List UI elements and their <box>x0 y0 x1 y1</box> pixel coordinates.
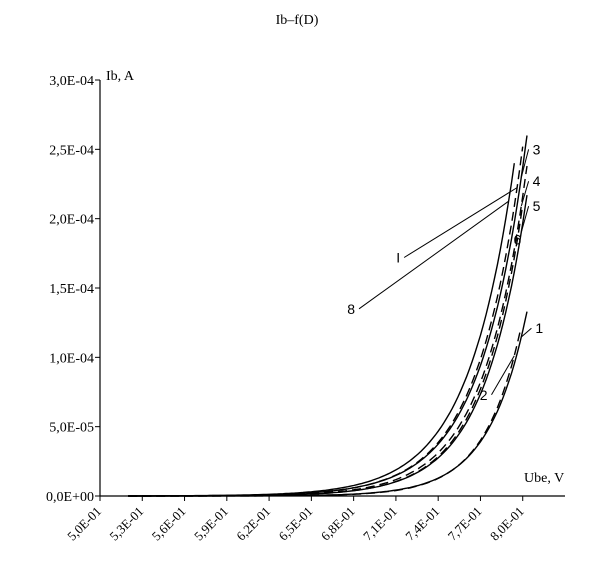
x-tick-label: 7,1E-01 <box>360 504 400 544</box>
series-line-I <box>128 146 524 497</box>
y-tick-label: 5,0E-05 <box>49 421 94 436</box>
x-tick-label: 6,5E-01 <box>276 504 316 544</box>
y-tick-label: 1,0E-04 <box>49 351 94 366</box>
leader-line-4 <box>520 181 530 207</box>
x-tick-label: 7,4E-01 <box>402 504 442 544</box>
leader-line-3 <box>520 149 530 178</box>
x-axis-ticks: 5,0E-01 5,3E-01 5,6E-01 5,9E-01 6,2E-01 6,5E-… <box>64 496 527 543</box>
x-tick-label: 5,3E-01 <box>106 504 146 544</box>
y-axis-ticks: 0,0E+00 5,0E-05 1,0E-04 1,5E-04 2,0E-04 2,5E-… <box>46 74 100 505</box>
series-line-4 <box>128 165 528 497</box>
x-axis-label: Ube, V <box>524 471 564 486</box>
x-tick-label: 6,8E-01 <box>318 504 358 544</box>
x-tick-label: 5,9E-01 <box>191 504 231 544</box>
y-tick-label: 2,5E-04 <box>49 143 94 158</box>
curve-label-5: 5 <box>533 198 541 214</box>
series-line-6 <box>128 204 524 497</box>
curve-label-1: 1 <box>535 320 543 336</box>
curve-label-I: I <box>396 249 400 265</box>
y-axis-label: Ib, A <box>106 69 135 84</box>
y-tick-label: 0,0E+00 <box>46 490 94 505</box>
series-curves <box>128 135 528 497</box>
curve-label-4: 4 <box>533 173 541 189</box>
series-line-1 <box>128 311 528 497</box>
curve-labels: 3 4 5 6 I 8 1 2 <box>347 141 543 402</box>
series-line-3 <box>128 135 528 497</box>
leader-line-2 <box>491 355 515 396</box>
leader-line-1 <box>520 327 532 338</box>
x-tick-label: 8,0E-01 <box>487 504 527 544</box>
x-tick-label: 7,7E-01 <box>445 504 485 544</box>
x-tick-label: 5,6E-01 <box>149 504 189 544</box>
leader-line-5 <box>520 206 530 233</box>
x-tick-label: 5,0E-01 <box>64 504 104 544</box>
series-line-2 <box>128 332 521 497</box>
axes <box>99 80 565 497</box>
chart-title: Ib–f(D) <box>276 13 319 28</box>
series-line-5 <box>128 194 528 497</box>
y-tick-label: 1,5E-04 <box>49 282 94 297</box>
curve-label-2: 2 <box>480 387 488 403</box>
leader-line-8 <box>358 200 509 310</box>
leader-line-I <box>403 187 518 258</box>
y-tick-label: 2,0E-04 <box>49 213 94 228</box>
series-line-8 <box>128 163 515 497</box>
y-tick-label: 3,0E-04 <box>49 74 94 89</box>
curve-label-3: 3 <box>533 141 541 157</box>
curve-label-8: 8 <box>347 301 355 317</box>
curve-label-6: 6 <box>514 231 522 247</box>
x-tick-label: 6,2E-01 <box>233 504 273 544</box>
